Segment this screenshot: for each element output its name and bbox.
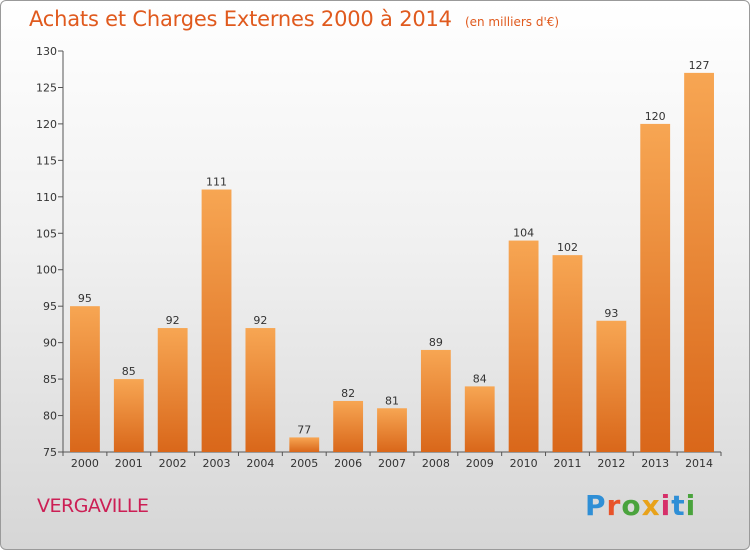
commune-name: VERGAVILLE: [37, 495, 149, 517]
x-tick-label: 2001: [115, 457, 143, 470]
bar-value-label: 85: [122, 365, 136, 378]
logo-letter: o: [621, 489, 642, 522]
bar: [552, 255, 583, 452]
bar-value-label: 84: [473, 372, 487, 385]
bar-value-label: 120: [645, 110, 666, 123]
x-tick-label: 2009: [466, 457, 494, 470]
proxiti-logo: Proxiti: [585, 489, 696, 522]
logo-letter: i: [685, 489, 697, 522]
logo-letter: t: [671, 489, 686, 522]
bar-value-label: 102: [557, 241, 578, 254]
bar-value-label: 92: [253, 314, 267, 327]
y-tick-label: 90: [43, 337, 57, 350]
bar: [201, 189, 232, 452]
bar-value-label: 93: [604, 307, 618, 320]
bar-value-label: 104: [513, 227, 534, 240]
x-tick-label: 2008: [422, 457, 450, 470]
y-tick-label: 95: [43, 300, 57, 313]
chart-unit: (en milliers d'€): [464, 15, 560, 29]
x-tick-label: 2012: [597, 457, 625, 470]
bar: [640, 123, 671, 452]
bar: [333, 400, 364, 452]
y-tick-label: 125: [36, 81, 57, 94]
y-tick-label: 115: [36, 154, 57, 167]
bar-value-label: 92: [166, 314, 180, 327]
x-tick-label: 2002: [159, 457, 187, 470]
bar: [684, 72, 714, 452]
logo-letter: r: [606, 489, 622, 522]
x-tick-label: 2004: [246, 457, 274, 470]
logo-letter: i: [660, 489, 672, 522]
bar-value-label: 77: [297, 423, 311, 436]
x-tick-label: 2006: [334, 457, 362, 470]
bar: [464, 386, 495, 452]
y-tick-label: 85: [43, 373, 57, 386]
bar-value-label: 89: [429, 336, 443, 349]
bar-value-label: 95: [78, 292, 92, 305]
x-tick-label: 2000: [71, 457, 99, 470]
bar: [245, 328, 276, 452]
y-tick-label: 110: [36, 191, 57, 204]
bar-value-label: 127: [689, 59, 710, 72]
bar-value-label: 81: [385, 394, 399, 407]
x-tick-label: 2007: [378, 457, 406, 470]
bar-value-label: 82: [341, 387, 355, 400]
bar: [289, 437, 320, 452]
y-tick-label: 120: [36, 118, 57, 131]
y-tick-label: 100: [36, 264, 57, 277]
x-tick-label: 2003: [203, 457, 231, 470]
bar: [70, 306, 100, 452]
y-tick-label: 75: [43, 446, 57, 459]
chart-title: Achats et Charges Externes 2000 à 2014: [29, 7, 452, 31]
bar: [596, 320, 627, 452]
bar-value-label: 111: [206, 176, 227, 189]
chart-header: Achats et Charges Externes 2000 à 2014 (…: [29, 7, 559, 31]
logo-letter: x: [641, 489, 661, 522]
bar: [420, 349, 451, 452]
bar: [377, 408, 407, 452]
logo-letter: P: [585, 489, 607, 522]
x-tick-label: 2014: [685, 457, 713, 470]
y-tick-label: 80: [43, 410, 57, 423]
y-tick-label: 105: [36, 227, 57, 240]
y-tick-label: 130: [36, 45, 57, 58]
bar: [157, 328, 188, 452]
x-tick-label: 2011: [553, 457, 581, 470]
x-tick-label: 2005: [290, 457, 318, 470]
bar: [113, 379, 144, 452]
x-tick-label: 2013: [641, 457, 669, 470]
bar: [508, 240, 539, 452]
x-tick-label: 2010: [510, 457, 538, 470]
